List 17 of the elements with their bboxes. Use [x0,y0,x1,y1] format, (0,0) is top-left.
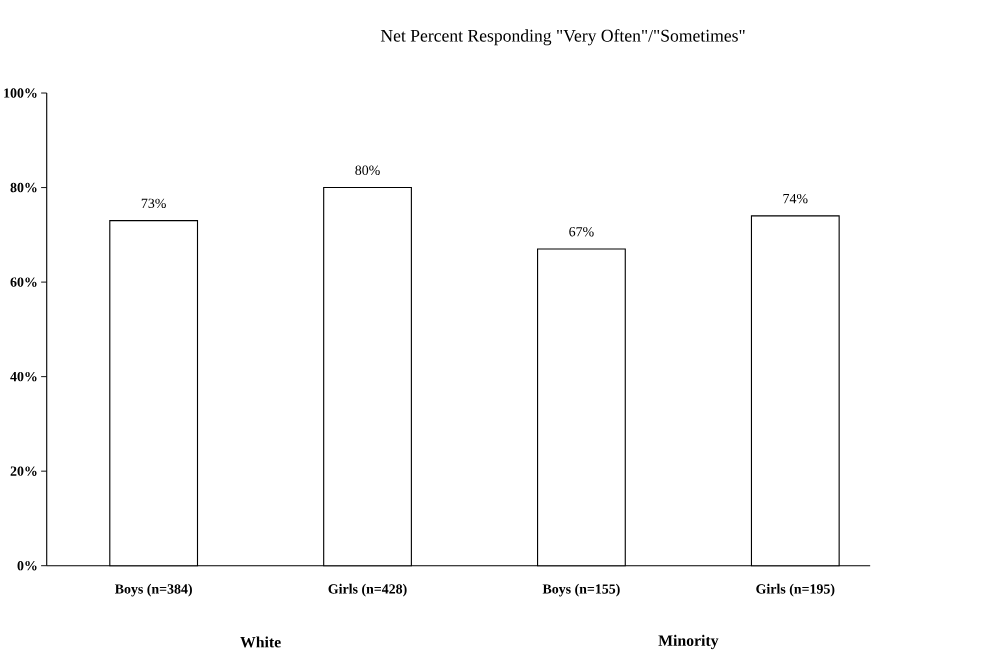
y-tick-label: 60% [10,277,37,288]
data-label: 74% [783,194,808,204]
x-tick-label: Girls (n=428) [328,584,407,597]
data-label: 67% [569,227,594,237]
data-label: 80% [355,165,380,176]
y-tick-label: 0% [17,561,37,571]
y-tick-label: 80% [10,183,37,193]
y-tick-label: 100% [4,88,37,98]
x-tick-label: Girls (n=195) [756,584,835,597]
text: Minority [658,635,719,650]
chart-title: Net Percent Responding "Very Often"/"Sometimes" [380,29,745,46]
y-tick-label: 40% [10,372,37,382]
x-tick-label: Boys (n=384) [114,584,192,597]
x-tick-label: Boys (n=155) [542,584,620,597]
y-tick-label: 20% [10,466,37,477]
text: White [240,636,281,648]
data-label: 73% [141,198,166,209]
